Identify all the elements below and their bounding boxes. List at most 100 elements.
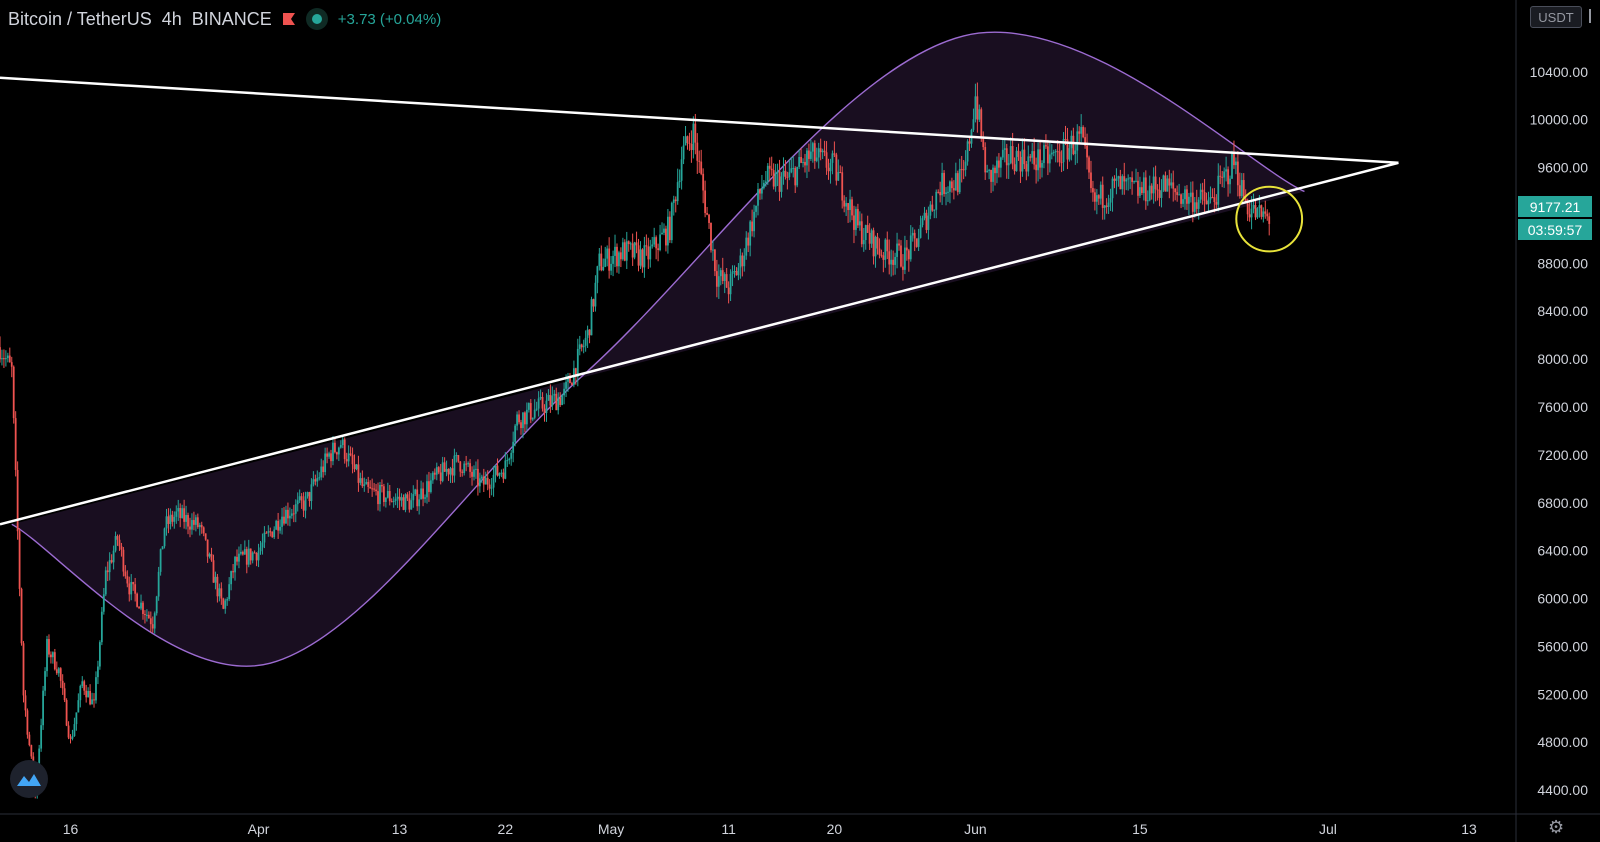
- candle-body: [1101, 184, 1104, 208]
- candle-body: [363, 484, 366, 487]
- candle-body: [625, 241, 628, 261]
- candle-body: [118, 539, 121, 547]
- candle-body: [680, 159, 683, 181]
- candle-body: [85, 690, 88, 698]
- candle-body: [214, 576, 217, 583]
- candle-body: [320, 466, 323, 478]
- candle-body: [1086, 145, 1088, 158]
- candle-body: [774, 172, 777, 187]
- candle-body: [1019, 156, 1022, 172]
- symbol-title[interactable]: Bitcoin / TetherUS: [8, 8, 152, 29]
- candle-body: [1146, 200, 1149, 202]
- candle-body: [516, 414, 518, 426]
- candle-body: [300, 496, 303, 501]
- candle-body: [529, 403, 532, 420]
- candle-body: [430, 480, 432, 492]
- candle-body: [269, 531, 272, 533]
- candle-body: [792, 167, 795, 169]
- candle-body: [968, 141, 971, 144]
- candle-body: [1027, 156, 1030, 172]
- candle-body: [181, 508, 184, 518]
- candle-body: [224, 600, 227, 609]
- candle-body: [1050, 152, 1053, 155]
- candle-body: [212, 560, 215, 583]
- candle-body: [512, 441, 515, 453]
- candle-body: [1105, 205, 1108, 207]
- candle-body: [1176, 192, 1179, 195]
- candle-body: [649, 246, 652, 260]
- candle-body: [275, 520, 278, 530]
- candle-body: [667, 216, 669, 246]
- purple-arc-curve[interactable]: [11, 31, 1305, 667]
- candle-body: [1184, 189, 1186, 200]
- lower-support-line[interactable]: [0, 161, 1399, 526]
- candle-body: [1107, 202, 1110, 207]
- candle-body: [384, 497, 387, 502]
- currency-unit-button[interactable]: USDT: [1530, 6, 1591, 28]
- candle-body: [230, 571, 233, 585]
- candle-body: [108, 560, 111, 573]
- upper-resistance-line[interactable]: [0, 76, 1399, 165]
- time-tick-label: 22: [498, 821, 514, 837]
- candle-body: [106, 570, 109, 573]
- candle-body: [1191, 192, 1194, 212]
- candle-body: [120, 546, 123, 550]
- candle-body: [520, 422, 522, 429]
- time-tick-label: 20: [827, 821, 843, 837]
- candle-body: [232, 571, 234, 573]
- chart-header: Bitcoin / TetherUS 4h BINANCE +3.73 (+0.…: [8, 6, 441, 32]
- candle-body: [998, 160, 1000, 168]
- candle-body: [631, 243, 634, 258]
- candle-body: [1123, 176, 1126, 182]
- candle-body: [169, 514, 172, 524]
- candle-body: [1170, 182, 1173, 186]
- candle-body: [1001, 149, 1004, 158]
- candle-body: [776, 171, 779, 173]
- candle-body: [988, 169, 991, 171]
- candle-body: [837, 172, 840, 181]
- candle-body: [888, 251, 891, 265]
- price-tick-label: 8400.00: [1537, 303, 1588, 319]
- candle-body: [739, 255, 742, 268]
- candle-body: [173, 516, 176, 522]
- price-tick-label: 10000.00: [1530, 112, 1589, 128]
- candle-body: [567, 377, 569, 382]
- candle-body: [1, 358, 3, 360]
- candle-body: [547, 394, 550, 401]
- price-scale-panel[interactable]: [1516, 0, 1600, 842]
- candle-body: [874, 236, 877, 257]
- red-flag-icon[interactable]: [282, 12, 296, 26]
- candle-body: [97, 666, 99, 678]
- candle-body: [1178, 194, 1181, 196]
- candle-body: [698, 160, 701, 162]
- last-price-tag: 9177.21: [1518, 196, 1592, 217]
- tradingview-logo-icon[interactable]: [10, 760, 48, 798]
- candle-body: [310, 484, 313, 502]
- candle-body: [1205, 200, 1208, 205]
- candle-body: [167, 516, 170, 524]
- candle-body: [44, 671, 46, 691]
- candle-body: [153, 613, 156, 629]
- candle-body: [341, 439, 344, 446]
- settings-gear-icon[interactable]: ⚙: [1548, 817, 1565, 837]
- candle-body: [743, 255, 746, 267]
- candle-body: [545, 400, 548, 414]
- candle-body: [437, 467, 440, 473]
- candle-body: [253, 552, 256, 554]
- yellow-highlight-circle[interactable]: [1235, 185, 1304, 253]
- candle-body: [668, 216, 671, 241]
- candle-body: [1250, 208, 1253, 218]
- candle-body: [57, 668, 60, 674]
- candle-body: [367, 481, 370, 487]
- candle-body: [1164, 175, 1167, 192]
- interval-label[interactable]: 4h: [161, 8, 182, 29]
- candle-body: [1211, 197, 1214, 199]
- candle-body: [855, 208, 857, 230]
- candle-body: [202, 527, 205, 534]
- candle-body: [1092, 188, 1094, 193]
- candle-body: [798, 157, 801, 167]
- candle-body: [900, 245, 902, 267]
- candle-body: [833, 153, 836, 155]
- candle-body: [911, 232, 914, 236]
